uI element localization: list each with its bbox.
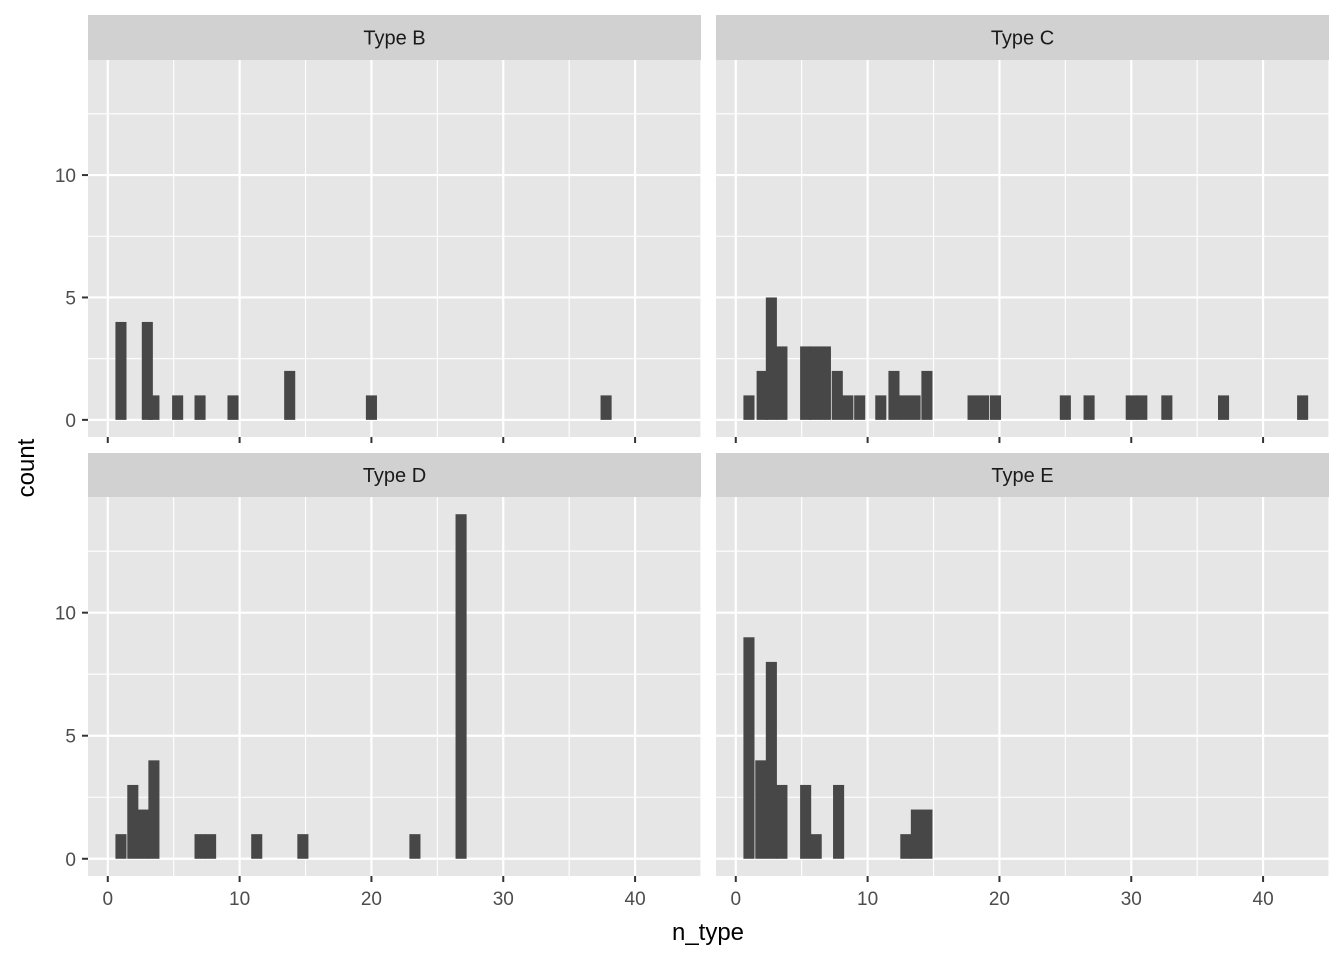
histogram-bar — [148, 760, 160, 859]
histogram-bar — [800, 346, 812, 420]
histogram-bar — [810, 834, 822, 859]
x-tick-label: 20 — [989, 889, 1010, 910]
histogram-bar — [1161, 395, 1173, 420]
x-tick-label: 10 — [857, 889, 878, 910]
facet-strip — [88, 15, 701, 60]
histogram-bar — [205, 834, 217, 859]
histogram-bar — [909, 395, 921, 420]
histogram-bar — [251, 834, 263, 859]
histogram-bar — [409, 834, 421, 859]
facet-strip-label: Type D — [363, 465, 426, 487]
y-tick-label: 5 — [65, 288, 76, 309]
histogram-bar — [1059, 395, 1071, 420]
x-tick-label: 20 — [361, 889, 382, 910]
histogram-bar — [194, 834, 206, 859]
histogram-bar — [1136, 395, 1148, 420]
histogram-bar — [900, 834, 912, 859]
histogram-bar — [819, 346, 831, 420]
x-tick-label: 40 — [625, 889, 646, 910]
histogram-bar — [600, 395, 612, 420]
histogram-bar — [365, 395, 377, 420]
facet-strip — [716, 15, 1329, 60]
histogram-bar — [755, 760, 767, 859]
facet-strip — [716, 453, 1329, 497]
histogram-bar — [1083, 395, 1095, 420]
x-tick-label: 30 — [493, 889, 514, 910]
y-axis-title: count — [13, 438, 40, 497]
y-tick-label: 0 — [65, 850, 76, 871]
histogram-bar — [875, 395, 887, 420]
histogram-bar — [888, 370, 900, 420]
histogram-bar — [297, 834, 309, 859]
x-tick-label: 30 — [1121, 889, 1142, 910]
x-tick-label: 10 — [229, 889, 250, 910]
histogram-bar — [172, 395, 184, 420]
facet-strip — [88, 453, 701, 497]
panel-background — [88, 497, 701, 876]
histogram-bar — [800, 784, 812, 859]
histogram-bar — [141, 321, 153, 420]
y-tick-label: 5 — [65, 727, 76, 748]
facet-strip-label: Type B — [363, 28, 425, 50]
histogram-bar — [1297, 395, 1309, 420]
histogram-bar — [765, 661, 777, 859]
histogram-bar — [127, 784, 139, 859]
histogram-bar — [148, 395, 160, 420]
x-tick-label: 0 — [102, 889, 113, 910]
facet-strip-label: Type E — [991, 465, 1053, 487]
histogram-bar — [227, 395, 239, 420]
histogram-bar — [284, 370, 296, 420]
histogram-bar — [756, 370, 768, 420]
histogram-bar — [921, 370, 933, 420]
panel-background — [88, 60, 701, 437]
histogram-bar — [978, 395, 990, 420]
facet-panel: Type C — [716, 15, 1330, 443]
histogram-bar — [194, 395, 206, 420]
histogram-bar — [776, 784, 788, 859]
histogram-bar — [989, 395, 1002, 420]
histogram-bar — [921, 809, 933, 859]
histogram-bar — [809, 346, 821, 420]
histogram-bar — [743, 395, 755, 420]
histogram-bar — [842, 395, 854, 420]
histogram-bar — [967, 395, 979, 420]
histogram-bar — [137, 809, 149, 859]
facet-panel: Type B 0 5 10 — [55, 15, 702, 443]
panel-background — [716, 497, 1329, 876]
histogram-bar — [833, 784, 845, 859]
y-tick-label: 10 — [55, 604, 76, 625]
histogram-bar — [115, 321, 127, 420]
x-axis-title: n_type — [672, 919, 744, 946]
y-tick-label: 0 — [65, 411, 76, 432]
facet-panel: Type E 0 10 20 30 40 — [716, 453, 1330, 910]
histogram-bar — [898, 395, 911, 420]
facet-panel: Type D 0 5 10 0 10 20 30 40 — [55, 453, 702, 910]
histogram-bar — [765, 297, 777, 420]
histogram-bar — [910, 809, 922, 859]
histogram-bar — [1218, 395, 1230, 420]
histogram-bar — [776, 346, 788, 420]
histogram-bar — [831, 370, 843, 420]
histogram-bar — [115, 834, 127, 859]
histogram-bar — [854, 395, 866, 420]
x-tick-label: 40 — [1253, 889, 1274, 910]
histogram-bar — [743, 637, 755, 859]
x-tick-label: 0 — [730, 889, 741, 910]
histogram-bar — [455, 514, 467, 859]
facet-strip-label: Type C — [991, 28, 1054, 50]
histogram-bar — [1125, 395, 1137, 420]
y-tick-label: 10 — [55, 166, 76, 187]
